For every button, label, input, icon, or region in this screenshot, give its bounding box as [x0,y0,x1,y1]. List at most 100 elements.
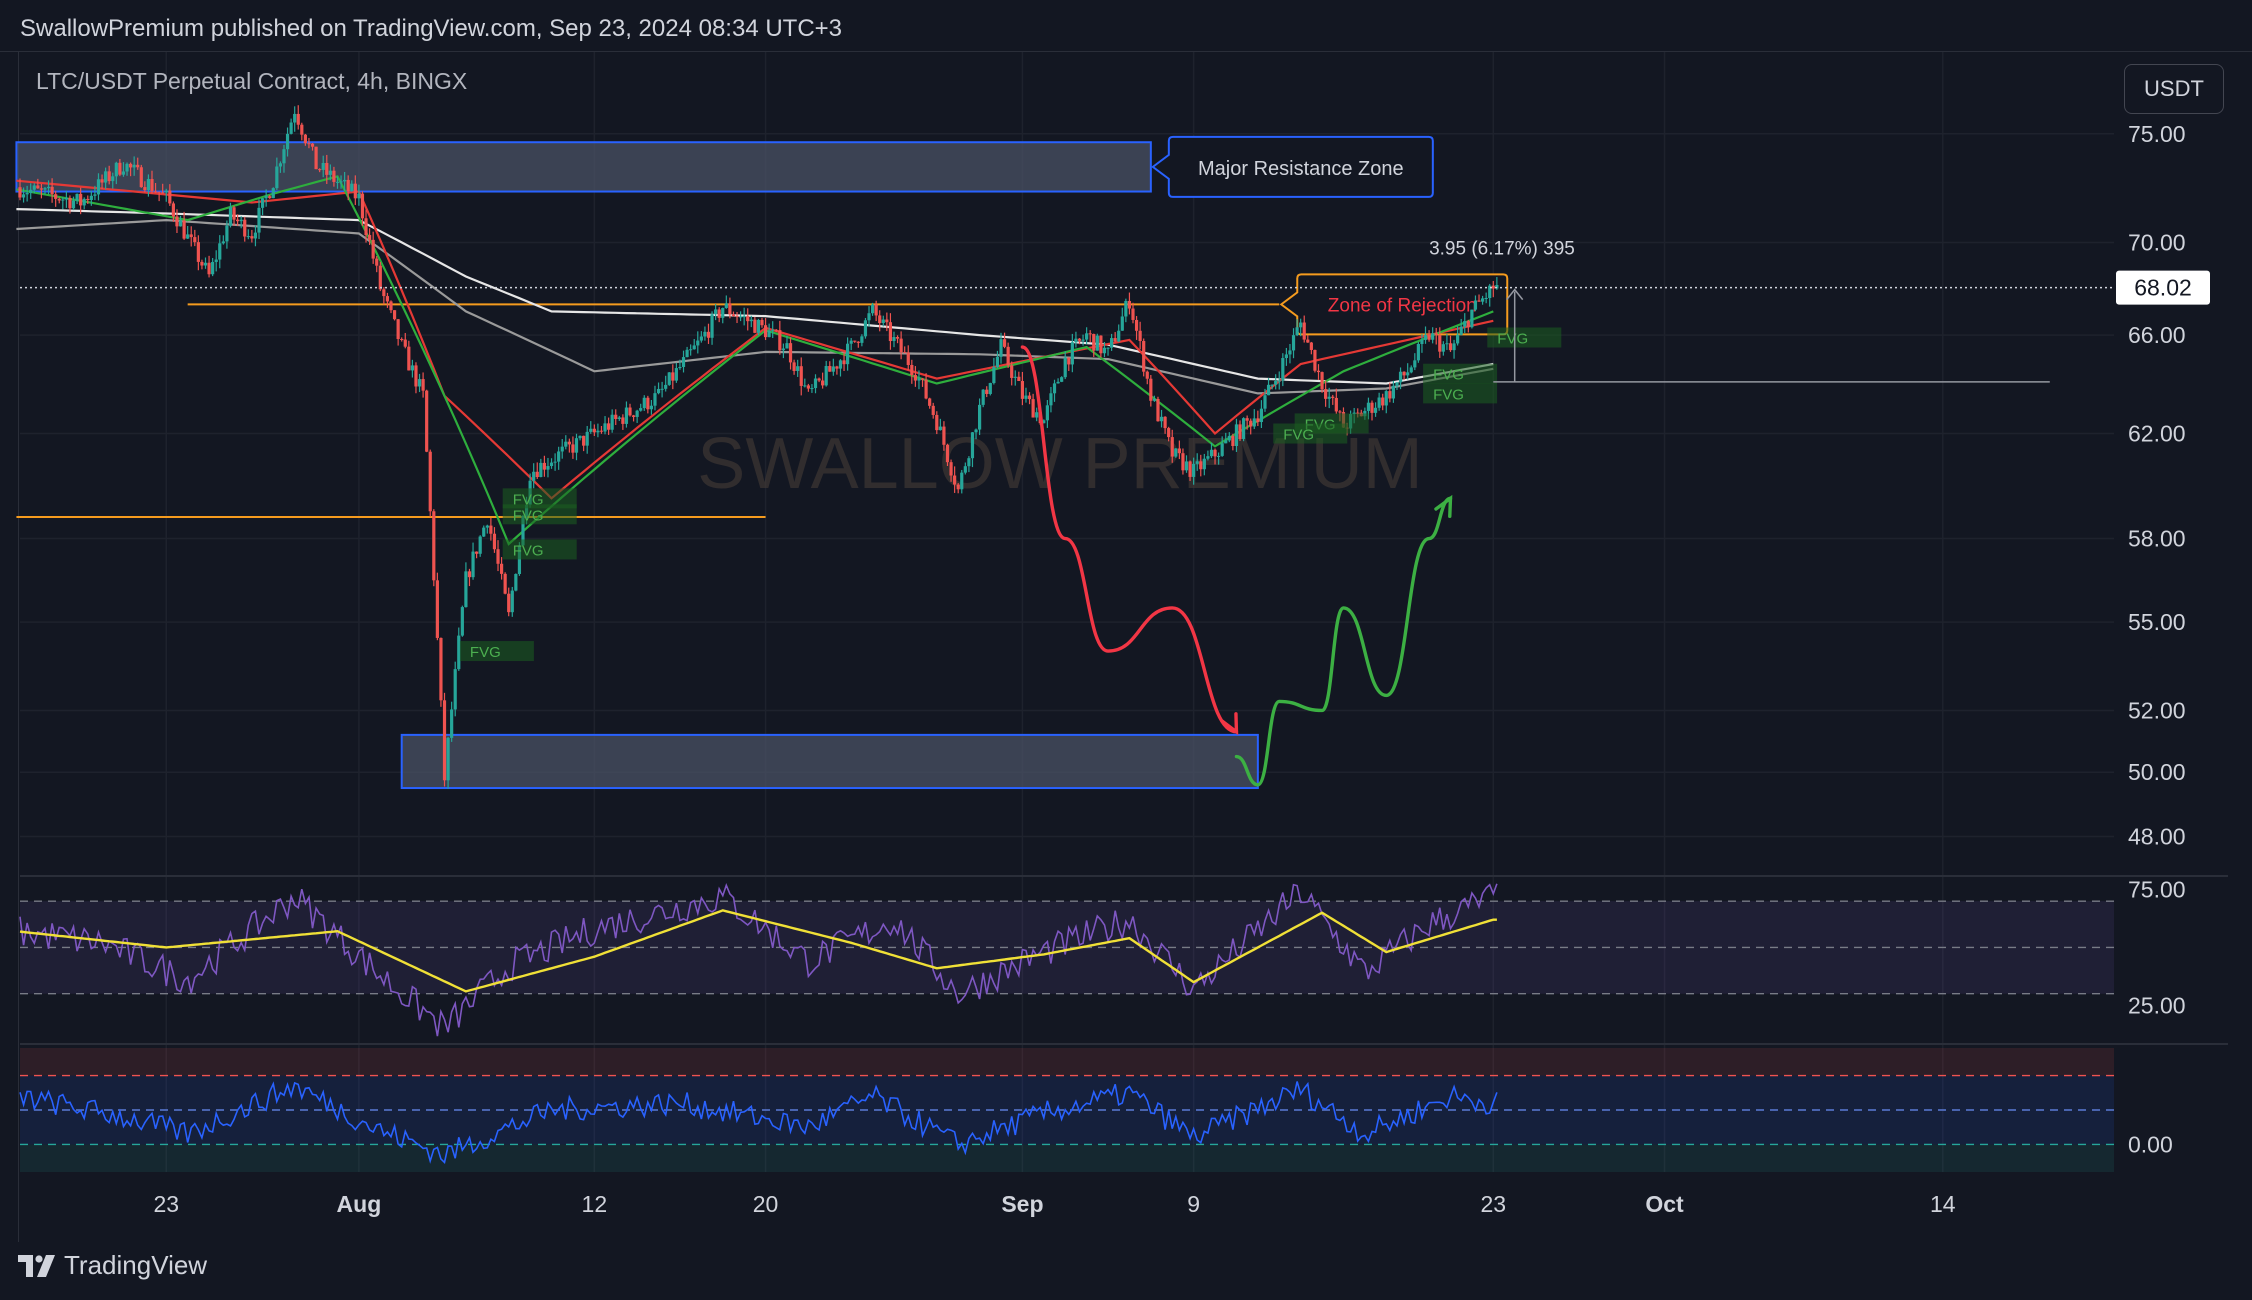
candle-body [510,590,514,613]
axes-layer: 75.00 70.00 66.00 62.00 58.00 55.00 52.00 50.00… [153,121,2210,1217]
candle-body [1134,319,1139,331]
moving-average-1 [16,208,1494,385]
candle-body [742,316,746,318]
candle-body [1109,338,1114,348]
candle-body [1373,407,1378,413]
currency-button[interactable]: USDT [2124,64,2224,114]
candle-body [1113,338,1117,342]
candle-body [489,525,493,534]
rsi-tick-label: 25.00 [2128,992,2186,1018]
candle-body [139,167,143,188]
zones-layer: Major Resistance Zone Zone of Rejection [15,135,1509,790]
candle-body [507,593,511,613]
candle-body [881,319,885,323]
candle-body [756,319,761,333]
candle-body [343,179,347,182]
candle-body [1334,397,1338,412]
candle-body [931,405,935,415]
candle-body [385,296,390,302]
y-tick-label: 48.00 [2128,823,2186,849]
candle-body [949,462,953,476]
publish-header: SwallowPremium published on TradingView.… [0,0,2252,52]
candle-body [596,430,600,433]
candle-body [1473,300,1478,310]
bearish-projection-path [1020,345,1239,734]
candle-body [157,191,161,193]
candle-body [1463,321,1467,327]
candle-body [1352,412,1356,415]
candle-body [168,190,172,204]
candle-body [1145,371,1149,379]
candle-body [517,545,522,574]
candle-body [1459,326,1463,335]
candle-body [1181,453,1185,471]
candle-body [1184,461,1189,471]
candle-body [114,162,118,177]
candle-body [1406,372,1410,376]
candle-body [796,366,800,371]
candle-body [724,303,728,308]
candle-body [125,163,129,172]
candle-body [46,186,51,189]
candle-body [339,181,343,183]
candle-body [721,307,725,318]
current-price-tag [2116,270,2210,305]
candle-body [1391,385,1396,399]
candle-body [150,179,154,192]
candle-body [492,533,497,550]
candle-body [93,194,97,196]
candle-body [332,170,336,182]
candle-body [1024,395,1028,399]
candle-body [703,331,707,337]
candle-body [335,181,340,183]
candle-body [357,193,361,199]
candle-body [425,390,429,452]
candle-body [1174,448,1178,457]
candle-body [599,430,604,432]
candle-body [178,220,183,227]
candle-body [1077,338,1082,341]
candle-body [1010,365,1014,378]
candle-body [1327,396,1331,399]
candle-body [603,423,607,432]
tradingview-logo[interactable]: TradingView [18,1250,207,1281]
projection-arrowhead [1220,712,1239,736]
candle-body [749,319,753,322]
candle-body [435,580,439,638]
resistance-zone-callout [1151,135,1434,198]
osc-series-1 [19,1081,1498,1164]
candle-body [1316,370,1321,373]
candle-body [792,362,796,371]
candle-body [981,389,985,405]
candle-body [79,193,83,206]
candle-body [585,431,589,446]
candle-body [560,446,564,452]
candle-body [649,405,654,410]
candle-body [200,261,204,266]
candle-body [1284,354,1288,359]
candle-body [860,336,864,343]
candle-body [1013,376,1017,378]
candle-body [1480,298,1485,302]
candle-body [1127,300,1132,309]
candle-body [831,366,835,372]
candle-body [1438,335,1442,352]
candle-body [464,571,468,608]
candle-body [1213,449,1217,457]
candle-body [539,462,543,478]
candle-body [895,337,900,339]
candle-body [920,378,925,380]
candle-body [653,393,657,406]
candle-body [375,258,379,266]
candle-body [218,243,222,260]
candle-body [153,191,158,193]
candle-body [706,331,711,338]
candle-body [1313,349,1317,371]
candle-body [760,319,764,326]
fvg-box [1273,423,1348,444]
candle-body [1056,381,1060,384]
candle-body [621,417,625,424]
candle-body [1466,321,1470,328]
candle-body [1199,461,1203,470]
